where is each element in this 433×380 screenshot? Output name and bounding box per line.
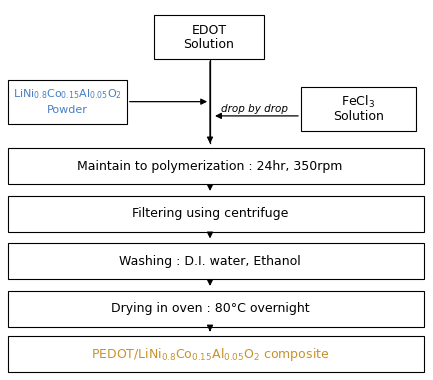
Bar [8,291,424,327]
Bar [301,87,416,131]
Bar [8,148,424,184]
Text: Powder: Powder [47,105,88,115]
Text: FeCl$_3$: FeCl$_3$ [341,94,375,111]
Text: Filtering using centrifuge: Filtering using centrifuge [132,207,288,220]
Text: drop by drop: drop by drop [221,104,288,114]
Text: Solution: Solution [184,38,234,51]
Text: Drying in oven : 80°C overnight: Drying in oven : 80°C overnight [111,302,309,315]
Bar [8,243,424,279]
Bar [8,80,127,124]
Text: Solution: Solution [333,110,384,124]
Bar [8,336,424,372]
Text: LiNi$_{0.8}$Co$_{0.15}$Al$_{0.05}$O$_2$: LiNi$_{0.8}$Co$_{0.15}$Al$_{0.05}$O$_2$ [13,87,122,101]
Text: Washing : D.I. water, Ethanol: Washing : D.I. water, Ethanol [119,255,301,268]
Bar [8,196,424,232]
Text: PEDOT/LiNi$_{0.8}$Co$_{0.15}$Al$_{0.05}$O$_2$ composite: PEDOT/LiNi$_{0.8}$Co$_{0.15}$Al$_{0.05}$… [90,346,330,363]
Text: EDOT: EDOT [191,24,226,37]
Bar [154,15,264,59]
Text: Maintain to polymerization : 24hr, 350rpm: Maintain to polymerization : 24hr, 350rp… [78,160,343,173]
